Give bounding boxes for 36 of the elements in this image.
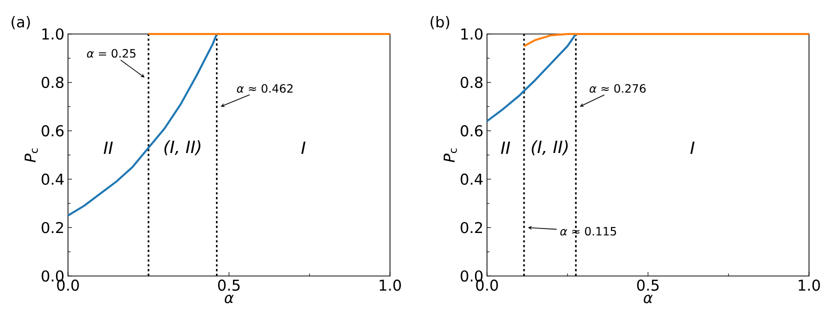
x-tick-label: 0.5 bbox=[218, 280, 240, 291]
y-tick-label: 1.0 bbox=[461, 28, 482, 40]
y-tick-label: 0.2 bbox=[42, 222, 63, 234]
y-tick-label: 0.2 bbox=[460, 222, 482, 234]
x-tick-label: 0.0 bbox=[57, 280, 79, 291]
y-tick-label: 0.4 bbox=[42, 174, 64, 185]
annotation: α = 0.25 bbox=[87, 49, 136, 58]
y-tick-label: 0.6 bbox=[42, 125, 64, 136]
annotation: (I, II) bbox=[164, 140, 200, 156]
annotation: (I, II) bbox=[532, 140, 568, 156]
annotation: II bbox=[104, 142, 113, 154]
y-axis-title: P$_{c}$ bbox=[24, 148, 38, 162]
annotation: α ≈ 0.276 bbox=[590, 84, 646, 93]
y-tick-label: 0.0 bbox=[460, 270, 482, 282]
x-tick-label: 1.0 bbox=[798, 280, 820, 291]
y-tick-label: 1.0 bbox=[42, 28, 64, 40]
annotation: I bbox=[690, 142, 694, 154]
line-series bbox=[523, 33, 810, 48]
annotation: α ≈ 0.462 bbox=[236, 84, 293, 93]
chart-title: (a) bbox=[12, 16, 30, 30]
y-tick-label: 0.8 bbox=[460, 76, 482, 88]
y-tick-label: 0.8 bbox=[42, 76, 64, 88]
annotation: I bbox=[301, 142, 306, 154]
x-tick-label: 0.0 bbox=[476, 280, 498, 291]
y-tick-label: 0.6 bbox=[460, 125, 483, 136]
y-tick-label: 0.0 bbox=[42, 270, 64, 282]
x-axis-title: α bbox=[644, 294, 653, 304]
y-tick-label: 0.4 bbox=[460, 174, 483, 185]
y-axis-title: P$_{c}$ bbox=[444, 148, 457, 162]
x-tick-label: 0.5 bbox=[637, 280, 659, 291]
annotation: II bbox=[500, 142, 510, 154]
chart-title: (b) bbox=[430, 16, 450, 30]
line-series bbox=[67, 33, 218, 216]
x-tick-label: 1.0 bbox=[380, 280, 401, 291]
annotation: α ≈ 0.115 bbox=[560, 226, 616, 236]
x-axis-title: α bbox=[224, 294, 234, 304]
